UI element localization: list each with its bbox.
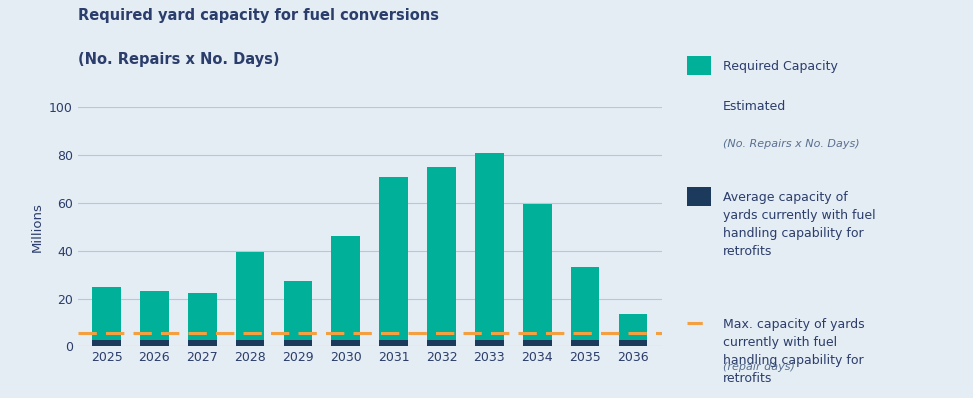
Bar [475,153,504,340]
Bar [619,340,647,346]
Bar [235,340,265,346]
Bar [571,340,599,346]
Bar [619,314,647,340]
Bar [92,340,121,346]
Bar [379,340,408,346]
Text: Estimated: Estimated [723,100,786,113]
Text: Required yard capacity for fuel conversions: Required yard capacity for fuel conversi… [78,8,439,23]
Bar [283,340,312,346]
Text: Average capacity of
yards currently with fuel
handling capability for
retrofits: Average capacity of yards currently with… [723,191,876,258]
Bar [523,204,552,340]
Text: (No. Repairs x No. Days): (No. Repairs x No. Days) [723,139,859,149]
Bar [92,287,121,340]
Bar [427,340,456,346]
Bar [332,340,360,346]
Bar [140,291,168,340]
Y-axis label: Millions: Millions [30,202,44,252]
Bar [379,177,408,340]
Bar [332,236,360,340]
Text: (repair days): (repair days) [723,362,795,372]
Bar [283,281,312,340]
Bar [188,340,217,346]
Bar [188,293,217,340]
Bar [523,340,552,346]
Bar [140,340,168,346]
Text: Required Capacity: Required Capacity [723,60,838,73]
Bar [571,267,599,340]
Bar [235,252,265,340]
Bar [475,340,504,346]
Text: (No. Repairs x No. Days): (No. Repairs x No. Days) [78,52,279,67]
Bar [427,167,456,340]
Text: Max. capacity of yards
currently with fuel
handling capability for
retrofits: Max. capacity of yards currently with fu… [723,318,865,385]
